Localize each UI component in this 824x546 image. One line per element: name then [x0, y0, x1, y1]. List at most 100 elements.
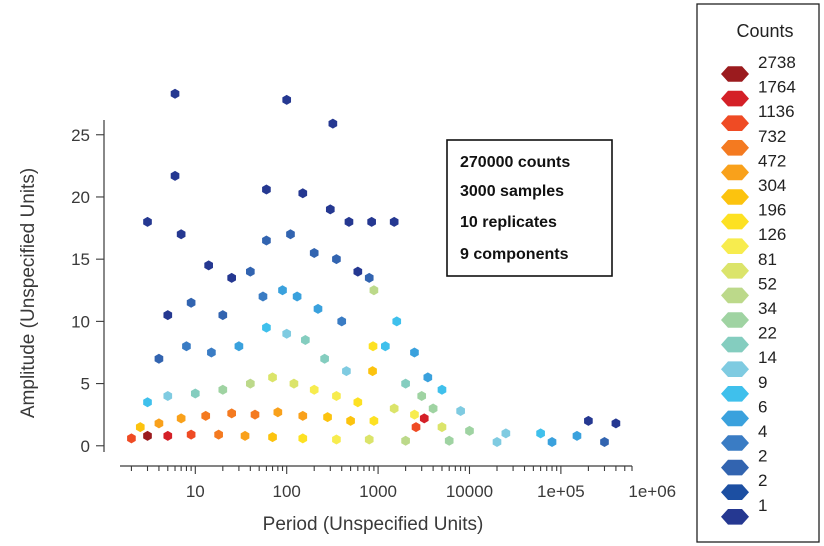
hexbin-cell — [364, 272, 374, 283]
hexbin-cell — [127, 433, 136, 444]
hexbin-cell — [234, 341, 244, 352]
legend-label: 1136 — [758, 102, 795, 121]
x-tick-label: 10000 — [446, 482, 493, 501]
legend-swatch — [721, 361, 749, 377]
hexbin-cell — [437, 384, 447, 395]
legend-label: 6 — [758, 397, 767, 416]
legend-swatch — [721, 213, 749, 230]
legend-swatch — [721, 238, 749, 254]
hexbin-cell — [135, 422, 145, 433]
legend-label: 304 — [758, 176, 786, 195]
legend-label: 2 — [758, 447, 767, 466]
hexbin-cell — [369, 415, 379, 426]
hexbin-cell — [282, 94, 292, 105]
hexbin-cell — [214, 429, 223, 440]
annotation-line: 270000 counts — [460, 154, 570, 171]
hexbin-cell — [332, 391, 341, 402]
hexbin-cell — [143, 397, 152, 408]
hexbin-cell — [389, 216, 399, 227]
annotation-line: 10 replicates — [460, 214, 557, 231]
hexbin-cell — [227, 272, 236, 283]
hexbin-cell — [204, 260, 213, 271]
x-tick-label: 100 — [273, 482, 301, 501]
hexbin-cell — [301, 335, 310, 346]
x-ticks: 10 100 1000 10000 1e+05 1e+06 — [130, 466, 676, 501]
legend-swatch — [721, 90, 749, 107]
legend-swatch — [721, 459, 749, 476]
hexbin-cell — [282, 328, 292, 339]
hexbin-cell — [410, 409, 419, 420]
hexbin-cell — [186, 297, 196, 308]
legend-label: 1 — [758, 496, 767, 515]
hexbin-cell — [325, 204, 335, 215]
hexbin-cell — [240, 430, 250, 441]
hexbin-cell — [246, 266, 255, 277]
y-tick-label: 20 — [71, 188, 90, 207]
hexbin-cell — [268, 372, 277, 383]
hexbin-cell — [492, 437, 502, 448]
legend: Counts 273817641136732472304196126815234… — [696, 3, 820, 543]
hexbin-cell — [258, 291, 268, 302]
hexbin-cell — [250, 409, 260, 420]
legend-label: 81 — [758, 250, 777, 269]
legend-swatch — [721, 509, 749, 525]
hexbin-cell — [163, 430, 173, 441]
hexbin-cell — [547, 437, 557, 448]
hexbin-cell — [298, 188, 308, 199]
hexbin-cell — [227, 408, 236, 419]
annotation-line: 9 components — [460, 246, 569, 263]
legend-label: 732 — [758, 127, 786, 146]
hexbin-cell — [323, 412, 332, 423]
hexbin-cell — [143, 430, 152, 441]
hexbin-cell — [600, 437, 609, 448]
hexbin-cell — [368, 366, 377, 377]
hexbin-cell — [501, 428, 511, 439]
hexbin-cell — [298, 433, 308, 444]
legend-swatch — [721, 386, 749, 402]
x-tick-label: 1e+05 — [537, 482, 585, 501]
hexbin-cell — [273, 407, 283, 418]
hexbin-cell — [176, 413, 186, 424]
hexbin-cell — [353, 266, 363, 277]
legend-label: 2 — [758, 471, 767, 490]
hexbin-cell — [182, 341, 191, 352]
hexbin-cell — [246, 378, 255, 389]
hexbin-cell — [337, 316, 347, 327]
hexbin-cell — [286, 229, 295, 240]
hexbin-cell — [410, 347, 419, 358]
legend-title: Counts — [736, 21, 793, 41]
hexbin-cell — [401, 435, 410, 446]
legend-label: 126 — [758, 225, 786, 244]
legend-swatch — [721, 336, 749, 353]
y-tick-label: 5 — [81, 375, 90, 394]
hexbin-cell — [143, 216, 152, 227]
hexbin-cell — [176, 229, 186, 240]
hexbin-cell — [309, 247, 319, 258]
hexbin-cell — [170, 170, 180, 181]
y-ticks: 0 5 10 15 20 25 — [71, 126, 104, 456]
legend-swatch — [721, 484, 749, 500]
hexbin-cell — [218, 310, 228, 321]
y-axis-label: Amplitude (Unspecified Units) — [18, 168, 39, 418]
legend-label: 22 — [758, 324, 777, 343]
legend-label: 472 — [758, 151, 786, 170]
legend-swatch — [721, 287, 749, 304]
legend-label: 34 — [758, 299, 777, 318]
y-tick-label: 0 — [81, 437, 90, 456]
hexbin-cell — [289, 378, 299, 389]
hexbin-cell — [368, 341, 378, 352]
hexbin-cell — [292, 291, 302, 302]
legend-entries: 2738176411367324723041961268152342214964… — [721, 53, 796, 525]
hexbin-cell — [417, 391, 427, 402]
hexbin-cell — [298, 410, 308, 421]
hexbin-cell — [428, 403, 438, 414]
hexbin-cell — [423, 372, 433, 383]
legend-swatch — [721, 263, 749, 279]
hexbin-cell — [262, 235, 271, 246]
hexbin-cell — [262, 322, 271, 333]
legend-swatch — [721, 66, 749, 82]
legend-label: 9 — [758, 373, 767, 392]
legend-label: 52 — [758, 274, 777, 293]
